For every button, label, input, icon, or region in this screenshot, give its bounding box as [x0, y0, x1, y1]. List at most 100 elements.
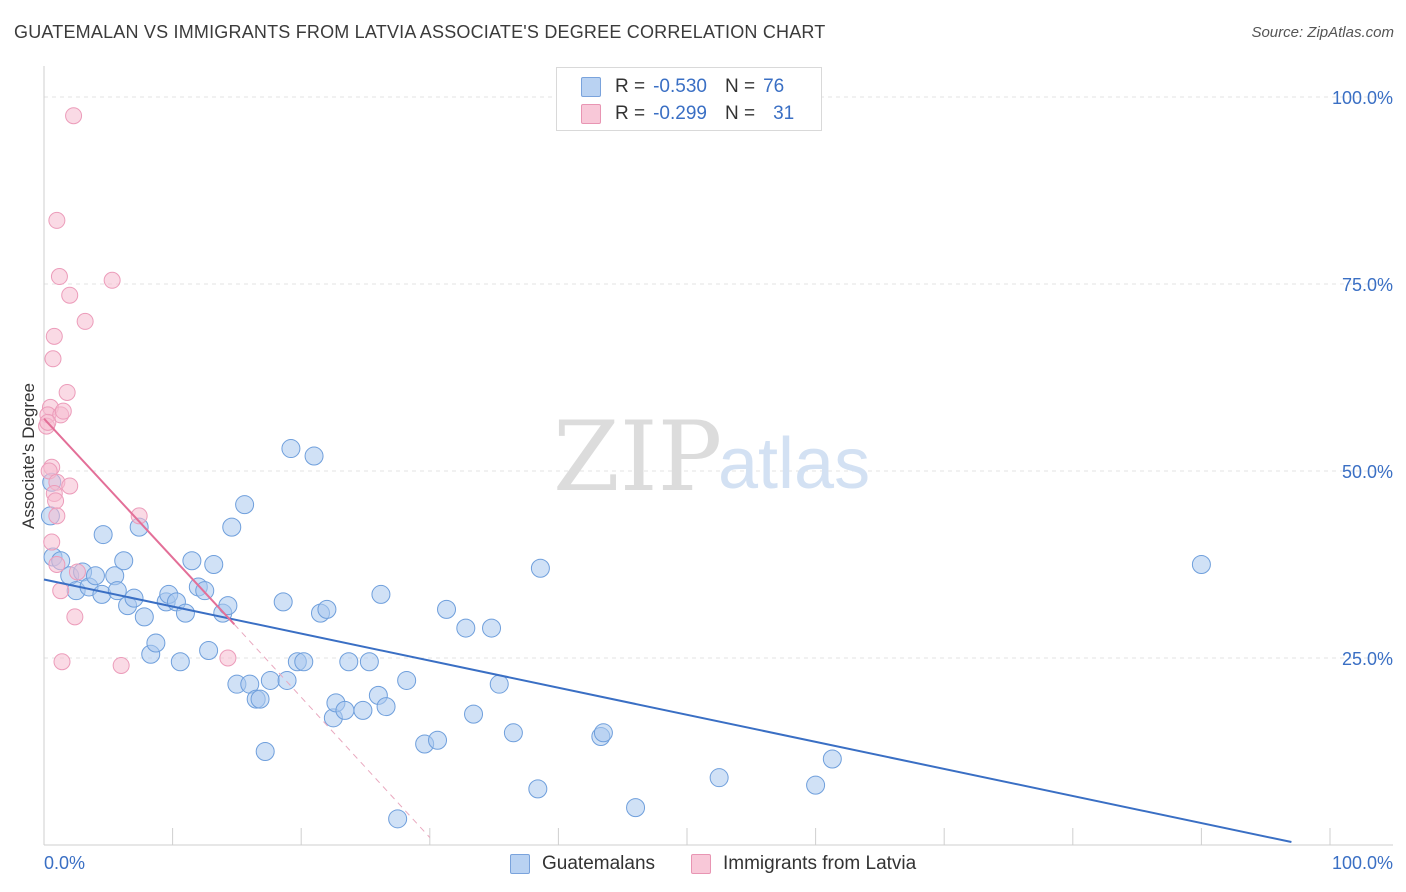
guatemalans-point: [235, 495, 255, 515]
guatemalans-point: [489, 674, 509, 694]
legend-n-value: 31: [773, 103, 795, 124]
guatemalans-point: [317, 599, 337, 619]
guatemalans-point: [482, 618, 502, 638]
guatemalans-point: [822, 749, 842, 769]
guatemalans-point: [503, 723, 523, 743]
latvia-point: [103, 271, 121, 289]
guatemalans-point: [359, 652, 379, 672]
legend-row-latvia: R = -0.299 N = 31: [581, 102, 794, 126]
guatemalans-point: [294, 652, 314, 672]
guatemalans-point: [222, 517, 242, 537]
latvia-point: [48, 556, 66, 573]
guatemalans-point: [1191, 555, 1211, 574]
guatemalans-point: [134, 607, 154, 627]
bottom-legend-swatch-blue: [510, 854, 530, 874]
legend-r-label: R =: [615, 103, 646, 124]
y-tick-label: 50.0%: [1342, 462, 1393, 482]
legend-n-label: N =: [724, 103, 756, 124]
series-latvia: [38, 107, 237, 674]
latvia-point: [219, 649, 237, 667]
chart-source: Source: ZipAtlas.com: [1251, 24, 1394, 41]
guatemalans-point: [371, 584, 391, 604]
y-tick-label: 100.0%: [1332, 88, 1393, 108]
bottom-legend-swatch-pink: [691, 854, 711, 874]
watermark-zip: ZIP: [553, 401, 722, 513]
guatemalans-point: [528, 779, 548, 799]
guatemalans-point: [93, 525, 113, 545]
y-tick-label: 75.0%: [1342, 275, 1393, 295]
latvia-point: [47, 492, 65, 510]
correlation-legend: R = -0.530 N = 76 R = -0.299 N = 31: [556, 67, 822, 131]
latvia-point: [68, 563, 86, 581]
latvia-trend-line: [43, 417, 236, 626]
guatemalans-point: [199, 641, 219, 661]
guatemalans-point: [204, 555, 224, 574]
latvia-point: [48, 507, 66, 525]
bottom-legend-guatemalans: Guatemalans: [510, 852, 655, 876]
latvia-point: [48, 211, 66, 229]
legend-r-value: -0.299: [653, 103, 707, 124]
guatemalans-point: [464, 704, 484, 724]
guatemalans-point: [170, 652, 190, 672]
guatemalans-point: [146, 633, 166, 653]
y-axis-tick-labels: 25.0% 50.0% 75.0% 100.0%: [1332, 88, 1393, 669]
guatemalans-point: [626, 798, 646, 818]
x-tick-label-max: 100.0%: [1332, 853, 1393, 873]
guatemalans-point: [273, 592, 293, 612]
guatemalans-point: [175, 603, 195, 623]
trend-lines: [43, 417, 1292, 843]
guatemalans-point: [353, 700, 373, 720]
guatemalans-point: [250, 689, 270, 709]
guatemalans-point: [428, 730, 448, 750]
guatemalans-trend-line: [43, 578, 1292, 843]
guatemalans-point: [456, 618, 476, 638]
guatemalans-point: [397, 670, 417, 690]
guatemalans-point: [388, 809, 408, 829]
latvia-point: [50, 268, 68, 286]
guatemalans-point: [530, 558, 550, 578]
latvia-point: [53, 653, 71, 671]
legend-r-label: R =: [615, 76, 646, 97]
latvia-point: [130, 507, 148, 525]
chart-title: GUATEMALAN VS IMMIGRANTS FROM LATVIA ASS…: [14, 22, 826, 42]
guatemalans-point: [437, 599, 457, 619]
guatemalans-point: [339, 652, 359, 672]
guatemalans-point: [260, 670, 280, 690]
latvia-point: [45, 327, 63, 345]
guatemalans-point: [335, 700, 355, 720]
guatemalans-point: [593, 723, 613, 743]
latvia-point: [61, 286, 79, 304]
bottom-legend-latvia: Immigrants from Latvia: [691, 852, 916, 876]
guatemalans-point: [806, 775, 826, 795]
latvia-point: [58, 383, 76, 401]
legend-swatch-blue: [581, 77, 601, 97]
guatemalans-point: [255, 742, 275, 761]
guatemalans-point: [376, 697, 396, 717]
latvia-point: [44, 350, 62, 368]
legend-row-guatemalans: R = -0.530 N = 76: [581, 75, 784, 99]
x-axis-ticks: [172, 828, 1331, 845]
legend-n-label: N =: [724, 76, 756, 97]
latvia-point: [54, 402, 72, 420]
latvia-point: [65, 107, 83, 125]
legend-n-value: 76: [763, 76, 785, 97]
y-tick-label: 25.0%: [1342, 649, 1393, 669]
y-axis-label: Associate's Degree: [19, 383, 38, 529]
guatemalans-point: [114, 551, 134, 571]
guatemalans-point: [304, 446, 324, 466]
latvia-trend-extension: [233, 624, 431, 838]
guatemalans-point: [218, 596, 238, 616]
bottom-legend-label: Guatemalans: [542, 853, 656, 874]
guatemalans-point: [709, 768, 729, 788]
guatemalans-point: [85, 566, 105, 586]
x-tick-label-min: 0.0%: [44, 853, 85, 873]
guatemalans-point: [182, 551, 202, 571]
latvia-point: [66, 608, 84, 626]
legend-swatch-pink: [581, 104, 601, 124]
gridlines: [44, 96, 1393, 659]
latvia-point: [43, 533, 61, 551]
guatemalans-point: [277, 670, 297, 690]
latvia-point: [76, 312, 94, 330]
watermark-atlas: atlas: [718, 424, 870, 504]
